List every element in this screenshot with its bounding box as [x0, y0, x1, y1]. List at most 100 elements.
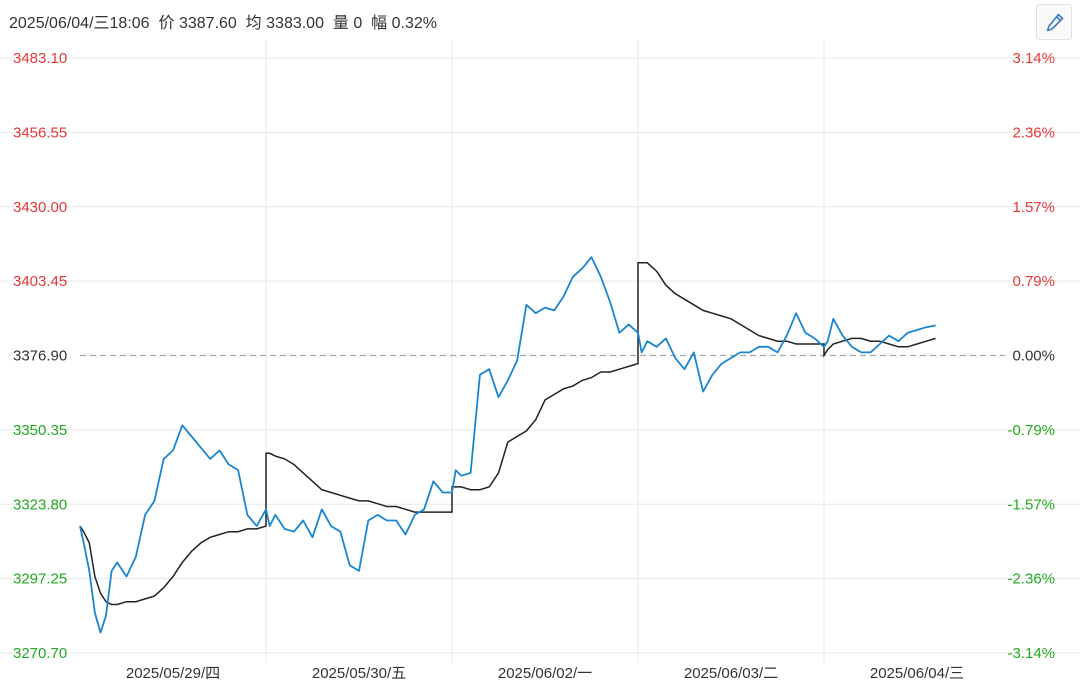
- avg-point: [832, 343, 834, 345]
- avg-point: [414, 511, 416, 513]
- avg-point: [256, 528, 258, 530]
- price-point: [460, 475, 462, 477]
- avg-point: [507, 441, 509, 443]
- avg-point: [777, 340, 779, 342]
- x-axis: 2025/05/29/四 2025/05/30/五 2025/06/02/一 2025…: [126, 665, 964, 681]
- avg-point: [358, 500, 360, 502]
- avg-point: [888, 343, 890, 345]
- price-point: [181, 424, 183, 426]
- avg-point: [395, 505, 397, 507]
- avg-point: [827, 349, 829, 351]
- avg-point: [479, 489, 481, 491]
- avg-value: 3383.00: [266, 15, 324, 32]
- avg-point: [163, 587, 165, 589]
- avg-point: [897, 346, 899, 348]
- avg-point: [851, 337, 853, 339]
- avg-point: [451, 511, 453, 513]
- avg-point: [111, 604, 113, 606]
- volume-value: 0: [353, 15, 363, 32]
- price-point: [349, 564, 351, 566]
- price-point: [609, 301, 611, 303]
- price-point: [111, 570, 113, 572]
- avg-point: [795, 343, 797, 345]
- avg-point: [600, 371, 602, 373]
- x-tick-label: 2025/06/04/三: [870, 665, 964, 681]
- series-avg-line: [79, 262, 936, 606]
- datetime-value: 2025/06/04/三18:06: [9, 15, 150, 32]
- avg-point: [312, 480, 314, 482]
- price-point: [656, 346, 658, 348]
- avg-point: [144, 598, 146, 600]
- avg-point: [935, 337, 937, 339]
- avg-point: [367, 500, 369, 502]
- pct-tick-label: 3.14%: [1012, 50, 1055, 67]
- grid: [0, 40, 1080, 663]
- price-point: [618, 332, 620, 334]
- price-point: [237, 469, 239, 471]
- avg-point: [553, 393, 555, 395]
- price-point: [246, 514, 248, 516]
- avg-point: [265, 452, 267, 454]
- price-point: [591, 256, 593, 258]
- price-point: [209, 458, 211, 460]
- price-point: [274, 514, 276, 516]
- price-point: [646, 340, 648, 342]
- avg-point: [269, 452, 271, 454]
- avg-point: [470, 489, 472, 491]
- avg-point: [823, 343, 825, 345]
- avg-point: [618, 368, 620, 370]
- edit-button[interactable]: [1036, 4, 1072, 40]
- price-point: [423, 508, 425, 510]
- avg-label: 均: [245, 15, 262, 32]
- price-point: [302, 519, 304, 521]
- price-point: [860, 351, 862, 353]
- price-point: [358, 570, 360, 572]
- pct-tick-label: 0.79%: [1012, 273, 1055, 290]
- avg-point: [265, 525, 267, 527]
- avg-point: [637, 363, 639, 365]
- y-tick-label: 3483.10: [13, 50, 67, 67]
- price-point: [749, 351, 751, 353]
- price-point: [312, 536, 314, 538]
- pct-tick-label: 1.57%: [1012, 199, 1055, 216]
- avg-point: [749, 329, 751, 331]
- avg-point: [99, 592, 101, 594]
- y-tick-label: 3456.55: [13, 124, 67, 141]
- price-points: [79, 256, 937, 633]
- pct-tick-label: -3.14%: [1007, 645, 1055, 662]
- price-point: [172, 449, 174, 451]
- change-value: 0.32%: [391, 15, 437, 32]
- price-point: [516, 360, 518, 362]
- price-point: [870, 351, 872, 353]
- price-point: [600, 276, 602, 278]
- price-value: 3387.60: [178, 15, 237, 32]
- avg-point: [721, 315, 723, 317]
- avg-point: [758, 335, 760, 337]
- avg-point: [665, 284, 667, 286]
- x-tick-label: 2025/06/02/一: [498, 665, 592, 681]
- price-point: [219, 449, 221, 451]
- price-point: [99, 632, 101, 634]
- avg-point: [284, 458, 286, 460]
- y-tick-label: 3376.90: [13, 348, 67, 365]
- price-point: [395, 519, 397, 521]
- avg-point: [739, 323, 741, 325]
- avg-point: [237, 531, 239, 533]
- price-point: [135, 556, 137, 558]
- avg-point: [228, 531, 230, 533]
- price-point: [730, 357, 732, 359]
- price-point: [265, 508, 267, 510]
- avg-point: [628, 365, 630, 367]
- price-point: [572, 276, 574, 278]
- quote-summary: 2025/06/04/三18:06 价 3387.60 均 3383.00 量 …: [9, 9, 437, 33]
- price-point: [684, 368, 686, 370]
- price-point: [321, 508, 323, 510]
- avg-point: [339, 494, 341, 496]
- price-point: [405, 534, 407, 536]
- price-point: [758, 346, 760, 348]
- avg-point: [767, 337, 769, 339]
- price-point: [144, 514, 146, 516]
- avg-point: [79, 525, 81, 527]
- price-point: [153, 500, 155, 502]
- avg-point: [702, 309, 704, 311]
